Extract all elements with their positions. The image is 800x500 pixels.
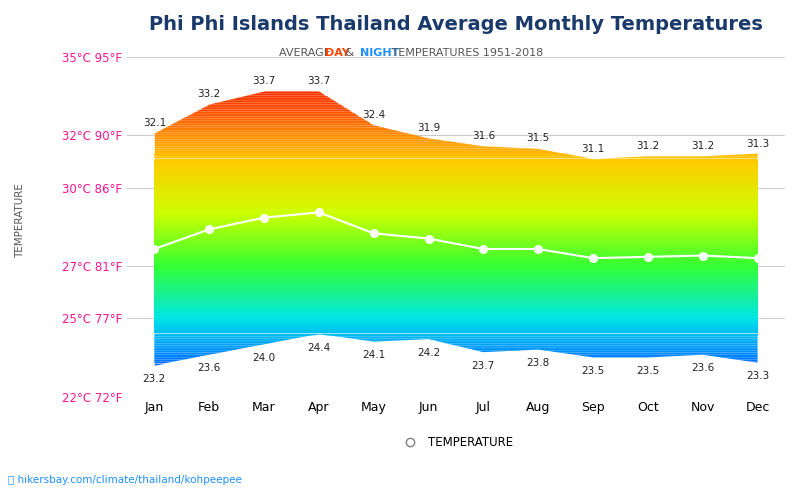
Text: 24.4: 24.4 <box>307 342 330 352</box>
Point <box>696 252 709 260</box>
Point <box>313 208 326 216</box>
Text: 23.5: 23.5 <box>582 366 605 376</box>
Text: 23.6: 23.6 <box>198 364 221 374</box>
Text: 23.6: 23.6 <box>691 364 714 374</box>
Text: 23.3: 23.3 <box>746 372 770 382</box>
Title: Phi Phi Islands Thailand Average Monthly Temperatures: Phi Phi Islands Thailand Average Monthly… <box>149 15 763 34</box>
Point <box>477 245 490 253</box>
Point <box>642 253 654 261</box>
Y-axis label: TEMPERATURE: TEMPERATURE <box>15 183 25 258</box>
Text: 31.2: 31.2 <box>636 142 659 152</box>
Text: 32.4: 32.4 <box>362 110 386 120</box>
Text: DAY: DAY <box>325 48 350 58</box>
Text: NIGHT: NIGHT <box>360 48 399 58</box>
Point <box>751 254 764 262</box>
Text: 31.5: 31.5 <box>526 134 550 143</box>
Point <box>258 214 270 222</box>
Text: 31.9: 31.9 <box>417 123 440 133</box>
Point <box>148 245 161 253</box>
Text: 31.2: 31.2 <box>691 142 714 152</box>
Point <box>532 245 545 253</box>
Text: 23.7: 23.7 <box>472 361 495 371</box>
Legend: TEMPERATURE: TEMPERATURE <box>394 432 518 454</box>
Point <box>367 230 380 237</box>
Text: 33.7: 33.7 <box>307 76 330 86</box>
Text: 23.2: 23.2 <box>142 374 166 384</box>
Text: 31.6: 31.6 <box>472 131 495 141</box>
Text: TEMPERATURES 1951-2018: TEMPERATURES 1951-2018 <box>389 48 544 58</box>
Text: 🔗 hikersbay.com/climate/thailand/kohpeepee: 🔗 hikersbay.com/climate/thailand/kohpeep… <box>8 475 242 485</box>
Text: AVERAGE DAY & NIGHT TEMPERATURES 1951-2018: AVERAGE DAY & NIGHT TEMPERATURES 1951-20… <box>0 499 1 500</box>
Point <box>202 226 215 234</box>
Point <box>422 234 435 242</box>
Text: &: & <box>342 48 358 58</box>
Text: 31.1: 31.1 <box>582 144 605 154</box>
Text: 31.3: 31.3 <box>746 138 770 148</box>
Text: 24.2: 24.2 <box>417 348 440 358</box>
Text: 32.1: 32.1 <box>142 118 166 128</box>
Text: 23.5: 23.5 <box>636 366 659 376</box>
Text: AVERAGE: AVERAGE <box>279 48 334 58</box>
Text: 24.0: 24.0 <box>253 353 275 363</box>
Text: 33.7: 33.7 <box>252 76 276 86</box>
Text: 23.8: 23.8 <box>526 358 550 368</box>
Point <box>586 254 599 262</box>
Text: 33.2: 33.2 <box>198 89 221 99</box>
Text: 24.1: 24.1 <box>362 350 386 360</box>
